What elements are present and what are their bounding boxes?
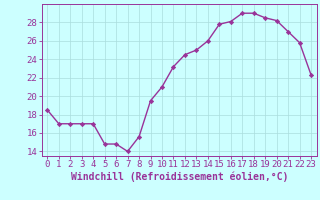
X-axis label: Windchill (Refroidissement éolien,°C): Windchill (Refroidissement éolien,°C)	[70, 172, 288, 182]
